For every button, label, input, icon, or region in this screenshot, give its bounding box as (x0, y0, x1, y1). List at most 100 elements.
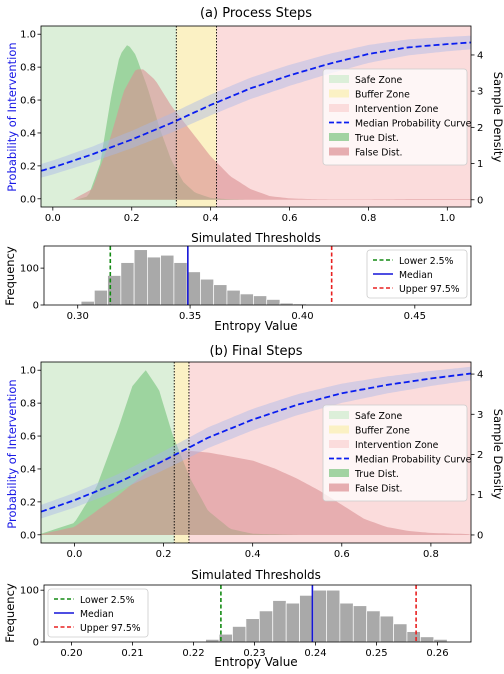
histogram-bar (253, 295, 268, 306)
histogram-bar (147, 256, 161, 306)
y2-tick-label: 0 (477, 195, 483, 206)
histogram-bar (272, 600, 287, 643)
legend-label: Median Probability Curve (355, 119, 472, 130)
y2-tick-label: 1 (477, 490, 483, 501)
histogram-bar (299, 595, 314, 643)
legend-box (322, 68, 468, 166)
histogram-bar (393, 623, 408, 643)
histogram-bar (266, 299, 281, 306)
y-axis-label: Frequency (3, 246, 17, 306)
y2-tick-label: 1 (477, 159, 483, 170)
legend-box (47, 588, 149, 638)
x-tick-label: 0.30 (67, 311, 89, 322)
plot-frame (40, 25, 472, 208)
x-tick-label: 0.4 (245, 549, 261, 560)
x-tick-label: 0.24 (304, 648, 326, 659)
y-axis-label: Probability of Intervention (5, 379, 19, 528)
x-tick-label: 0.0 (45, 213, 61, 224)
y-tick-label: 0.4 (20, 128, 36, 139)
legend-label: Median Probability Curve (355, 455, 472, 466)
legend-label: Lower 2.5% (399, 256, 454, 267)
legend-label: Intervention Zone (355, 104, 439, 115)
probability-uncertainty-band (41, 366, 471, 519)
legend-swatch (329, 133, 349, 141)
legend-swatch (329, 104, 349, 112)
legend-label: True Dist. (354, 469, 399, 480)
histogram-bar (420, 636, 435, 643)
y-tick-label: 0 (33, 301, 39, 312)
legend-swatch (329, 440, 349, 448)
plot-frame (43, 245, 472, 306)
final-steps-title: (b) Final Steps (210, 344, 303, 359)
histogram-bar (406, 631, 421, 643)
x-tick-label: 0.8 (423, 549, 439, 560)
x-tick-label: 0.6 (334, 549, 350, 560)
y-tick-label: 0 (33, 638, 39, 649)
y2-tick-label: 2 (477, 450, 483, 461)
histogram-bar (379, 615, 394, 643)
y-tick-label: 0.8 (20, 399, 36, 410)
y-tick-label: 0.6 (20, 432, 36, 443)
x-tick-label: 0.2 (124, 213, 140, 224)
legend: Safe Zone Buffer Zone Intervention Zone Med… (322, 404, 472, 502)
legend-label: Median (399, 270, 433, 281)
legend: Lower 2.5% Median Upper 97.5% (366, 249, 468, 299)
x-tick-label: 0.23 (243, 648, 265, 659)
y2-tick-label: 3 (477, 410, 483, 421)
legend-label: Upper 97.5% (80, 623, 141, 634)
x-tick-label: 0.4 (203, 213, 219, 224)
legend-box (366, 249, 468, 299)
x-tick-label: 0.6 (282, 213, 298, 224)
legend-label: Median (80, 609, 114, 620)
y-tick-label: 0.2 (20, 161, 36, 172)
legend: Safe Zone Buffer Zone Intervention Zone Med… (322, 68, 472, 166)
x-tick-label: 0.0 (66, 549, 82, 560)
legend-swatch (329, 147, 349, 156)
histogram-bar (339, 602, 354, 643)
y2-tick-label: 4 (477, 50, 483, 61)
legend-label: False Dist. (355, 148, 402, 159)
legend-swatch (329, 411, 349, 419)
legend-label: True Dist. (354, 133, 399, 144)
histogram-bar (366, 610, 381, 643)
x-tick-label: 0.21 (121, 648, 143, 659)
false-dist-area (41, 69, 471, 200)
y2-axis-label: Sample Density (491, 72, 504, 163)
y-tick-label: 1.0 (20, 30, 36, 41)
final-steps-entropy-histogram: 0.20 0.21 0.22 0.23 0.24 0.25 0.26 0 100 Entrop… (3, 583, 472, 669)
histogram-bar (120, 262, 135, 306)
histogram-bar (160, 254, 175, 306)
histogram-bar (312, 589, 327, 643)
y-axis-label: Frequency (3, 583, 17, 643)
histogram-bar (80, 300, 95, 306)
median-probability-curve (40, 41, 472, 172)
y2-tick-label: 4 (477, 370, 483, 381)
histogram-bar (352, 605, 368, 643)
y2-axis-label: Sample Density (491, 409, 504, 500)
x-axis-label: Simulated Thresholds (191, 231, 321, 245)
histogram-bar (93, 289, 108, 306)
histogram-bar (258, 610, 274, 643)
y-tick-label: 0.4 (20, 464, 36, 475)
x-tick-label: 0.26 (426, 648, 448, 659)
plot-frame (40, 361, 472, 544)
legend-label: Upper 97.5% (399, 284, 460, 295)
x-axis-label: Entropy Value (214, 319, 297, 333)
process-steps-entropy-histogram: 0.30 0.35 0.40 0.45 0 100 Entropy Value Freq… (3, 245, 472, 333)
legend-label: Buffer Zone (355, 426, 410, 437)
y-tick-label: 0.0 (20, 194, 36, 205)
legend-swatch (329, 89, 349, 98)
x-tick-label: 0.2 (156, 549, 172, 560)
x-tick-label: 0.20 (60, 648, 82, 659)
legend-label: Safe Zone (355, 411, 402, 422)
process-steps-title: (a) Process Steps (200, 6, 312, 21)
y-tick-label: 100 (20, 264, 39, 275)
histogram-bar (133, 249, 148, 306)
y-tick-label: 0.8 (20, 63, 36, 74)
legend-swatch (329, 469, 349, 477)
x-tick-label: 0.35 (179, 311, 201, 322)
histogram-bar (326, 589, 341, 643)
x-tick-label: 0.45 (404, 311, 426, 322)
y-tick-label: 0.0 (20, 530, 36, 541)
